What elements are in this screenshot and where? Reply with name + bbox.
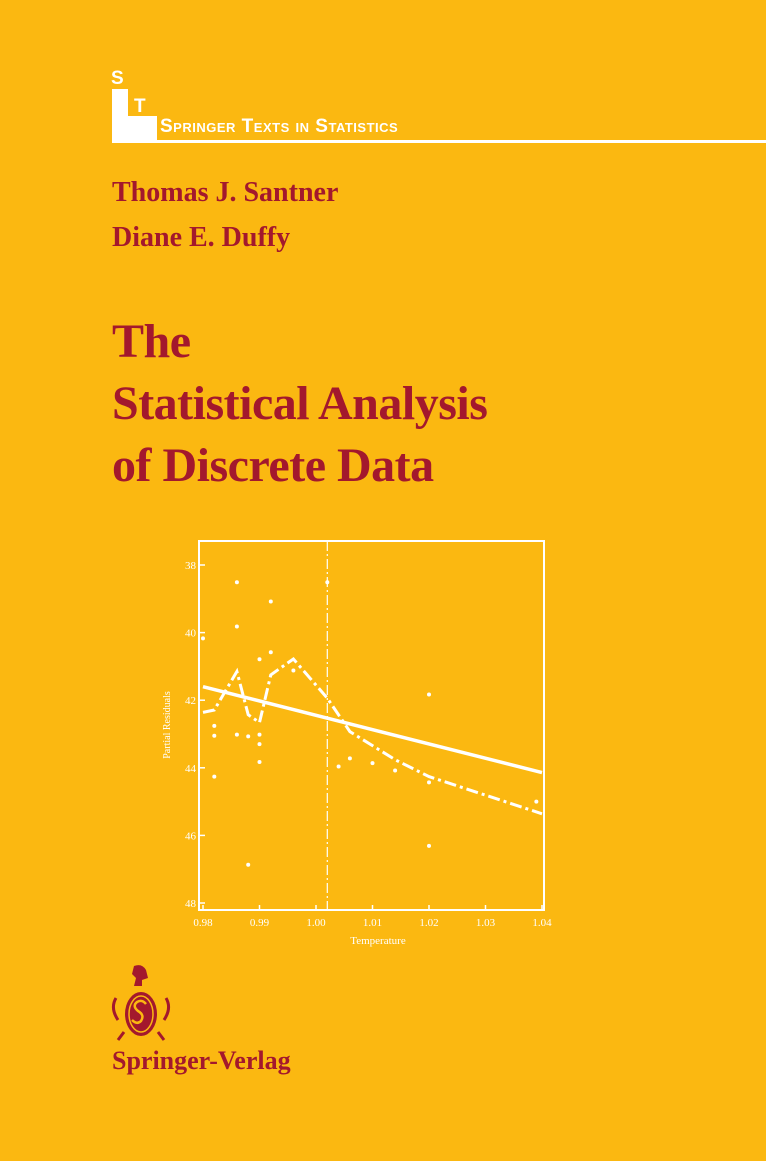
y-tick-label: 40 [185,628,197,640]
springer-knight-logo [111,965,171,1041]
data-point [534,799,539,804]
data-point [212,733,217,738]
data-point [234,624,239,629]
data-point [212,774,217,779]
data-point [212,723,217,728]
y-tick-label: 42 [185,695,196,707]
data-point [427,843,431,848]
x-tick-label: 1.04 [532,917,552,929]
data-point [427,780,431,785]
x-tick-label: 0.98 [193,917,213,929]
publisher-name: Springer-Verlag [112,1046,291,1075]
series-name: Springer Texts in Statistics [160,116,399,137]
data-point [257,760,262,765]
data-point [291,668,296,673]
data-point [268,599,273,604]
series-logo-s: S [111,68,124,89]
data-point [268,650,273,655]
x-tick-label: 0.99 [250,917,270,929]
data-point [336,764,341,769]
x-tick-label: 1.02 [419,917,438,929]
series-rule [112,140,766,143]
plot-frame [198,540,545,911]
title-line-1: The [112,315,191,368]
data-point [347,756,352,761]
y-axis-label: Partial Residuals [162,691,173,759]
data-point [246,862,251,867]
data-point [427,692,431,697]
data-point [257,742,262,747]
x-axis-label: Temperature [350,935,406,947]
series-logo-step [128,116,157,141]
author-2: Diane E. Duffy [112,222,291,253]
smooth-curve [202,656,543,816]
data-point [257,732,262,737]
title-line-3: of Discrete Data [112,439,434,492]
series-logo-bar [112,89,128,141]
data-point [325,580,330,585]
data-point [234,580,239,585]
data-point [370,761,375,766]
x-tick-label: 1.00 [306,917,326,929]
y-tick-label: 46 [185,830,197,842]
title-line-2: Statistical Analysis [112,377,488,430]
data-point [393,768,398,773]
data-point [234,732,239,737]
y-tick-label: 48 [185,898,197,910]
series-logo-t: T [134,96,146,117]
data-point [257,657,262,662]
data-point [246,734,251,739]
y-tick-label: 38 [185,560,197,572]
data-point [201,636,205,641]
x-tick-label: 1.03 [476,917,496,929]
linear-fit-line [202,684,543,775]
y-tick-label: 44 [185,763,197,775]
author-1: Thomas J. Santner [112,177,339,208]
x-tick-label: 1.01 [363,917,382,929]
